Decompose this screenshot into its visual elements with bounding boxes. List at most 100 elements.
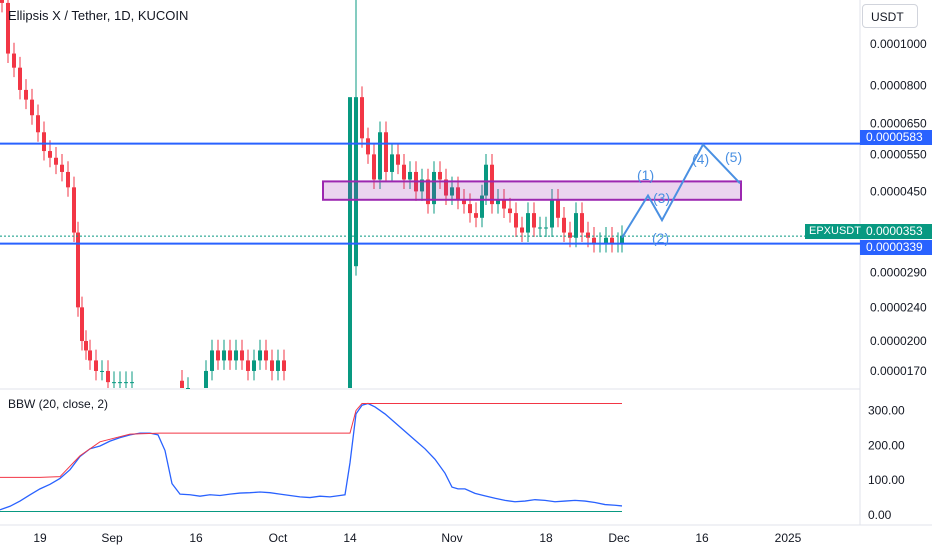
candle-body bbox=[574, 213, 578, 238]
price-axis-label: 0.0000290 bbox=[870, 265, 927, 279]
wave-label-5: (5) bbox=[725, 149, 742, 165]
candle-body bbox=[42, 132, 46, 152]
time-axis: 19 Sep 16 Oct 14 Nov 18 Dec 16 2025 bbox=[33, 531, 801, 545]
candle-body bbox=[246, 360, 250, 371]
candle-body bbox=[24, 89, 28, 100]
candle-body bbox=[514, 213, 518, 228]
bbw-series-0 bbox=[0, 402, 623, 511]
candle-body bbox=[508, 208, 512, 214]
price-axis-label: 0.0000200 bbox=[870, 334, 927, 348]
wave-path bbox=[621, 142, 741, 239]
candle-body bbox=[484, 164, 488, 196]
elliott-wave-projection[interactable]: (1) (2) (3) (4) (5) bbox=[621, 142, 742, 246]
candle-body bbox=[520, 227, 524, 233]
time-axis-label: 19 bbox=[33, 531, 47, 545]
candle-body bbox=[180, 380, 184, 388]
candle-body bbox=[526, 213, 530, 233]
candle-body bbox=[396, 154, 400, 165]
symbol-tag: EPXUSDT bbox=[805, 224, 865, 239]
time-axis-label: 16 bbox=[695, 531, 709, 545]
candle-body bbox=[556, 199, 560, 218]
candle-body bbox=[72, 187, 76, 233]
candle-body bbox=[282, 360, 286, 371]
candle-body bbox=[210, 350, 214, 371]
time-axis-label: Oct bbox=[269, 531, 288, 545]
price-axis-label: 0.0000800 bbox=[870, 78, 927, 92]
candle-body bbox=[580, 213, 584, 233]
candle-body bbox=[258, 350, 262, 361]
candle-body bbox=[586, 232, 590, 238]
candle-body bbox=[94, 360, 98, 371]
currency-button[interactable]: USDT bbox=[862, 4, 918, 28]
candle-body bbox=[0, 0, 4, 3]
candle-body bbox=[468, 204, 472, 214]
candle-body bbox=[474, 213, 478, 218]
candle-body bbox=[480, 195, 484, 218]
candle-body bbox=[30, 99, 34, 116]
wave-label-2: (2) bbox=[652, 230, 669, 246]
candle-body bbox=[348, 97, 352, 388]
candle-body bbox=[390, 154, 394, 172]
candle-body bbox=[366, 138, 370, 155]
candle-body bbox=[130, 382, 134, 384]
price-axis-label: 0.0000550 bbox=[870, 147, 927, 161]
candle-body bbox=[620, 236, 624, 244]
candle-body bbox=[60, 164, 64, 172]
candle-body bbox=[450, 187, 454, 196]
wave-label-1: (1) bbox=[637, 167, 654, 183]
candle-body bbox=[408, 171, 412, 180]
candle-body bbox=[426, 179, 430, 205]
horizontal-levels[interactable] bbox=[0, 142, 860, 245]
candle-body bbox=[36, 115, 40, 133]
bbw-indicator: 300.00 200.00 100.00 0.00 bbox=[0, 402, 905, 522]
candle-body bbox=[264, 350, 268, 361]
candle-body bbox=[544, 227, 548, 229]
candle-body bbox=[216, 350, 220, 361]
candle-body bbox=[550, 199, 554, 228]
candle-body bbox=[100, 370, 104, 372]
last-price-badge: 0.0000353 bbox=[860, 224, 932, 239]
time-axis-label: 2025 bbox=[775, 531, 802, 545]
candle-body bbox=[496, 199, 500, 205]
candle-body bbox=[490, 164, 494, 205]
candle-body bbox=[240, 350, 244, 361]
candle-body bbox=[12, 53, 16, 68]
candle-body bbox=[604, 237, 608, 244]
time-axis-label: 16 bbox=[189, 531, 203, 545]
time-axis-label: Nov bbox=[441, 531, 462, 545]
candle-body bbox=[80, 307, 84, 341]
wave-label-4: (4) bbox=[692, 151, 709, 167]
candle-body bbox=[88, 350, 92, 361]
candle-body bbox=[532, 213, 536, 228]
candle-body bbox=[76, 232, 80, 308]
candle-body bbox=[456, 187, 460, 200]
candle-body bbox=[438, 171, 442, 180]
candle-body bbox=[234, 350, 238, 361]
candle-body bbox=[360, 97, 364, 139]
candle-body bbox=[462, 199, 466, 205]
indicator-title[interactable]: BBW (20, close, 2) bbox=[8, 397, 109, 411]
time-axis-label: 14 bbox=[343, 531, 357, 545]
candle-body bbox=[204, 370, 208, 388]
time-axis-label: Dec bbox=[608, 531, 629, 545]
price-axis-label: 0.0000170 bbox=[870, 364, 927, 378]
candle-body bbox=[18, 67, 22, 90]
bbw-axis-label: 0.00 bbox=[868, 508, 892, 522]
resistance-zone[interactable] bbox=[322, 180, 742, 201]
candle-body bbox=[124, 382, 128, 384]
symbol-title: Ellipsis X / Tether, 1D, KUCOIN bbox=[8, 8, 189, 23]
candle-body bbox=[252, 360, 256, 371]
time-axis-label: 18 bbox=[539, 531, 553, 545]
price-axis-label: 0.0000450 bbox=[870, 184, 927, 198]
candle-body bbox=[54, 157, 58, 165]
price-axis-label: 0.0001000 bbox=[870, 37, 927, 51]
candle-body bbox=[66, 171, 70, 188]
candle-body bbox=[106, 370, 110, 383]
candle-body bbox=[48, 151, 52, 158]
price-axis-label: 0.0000650 bbox=[870, 117, 927, 131]
candle-body bbox=[222, 350, 226, 361]
candle-body bbox=[562, 217, 566, 233]
bbw-axis-label: 200.00 bbox=[868, 438, 905, 452]
candle-body bbox=[610, 237, 614, 244]
